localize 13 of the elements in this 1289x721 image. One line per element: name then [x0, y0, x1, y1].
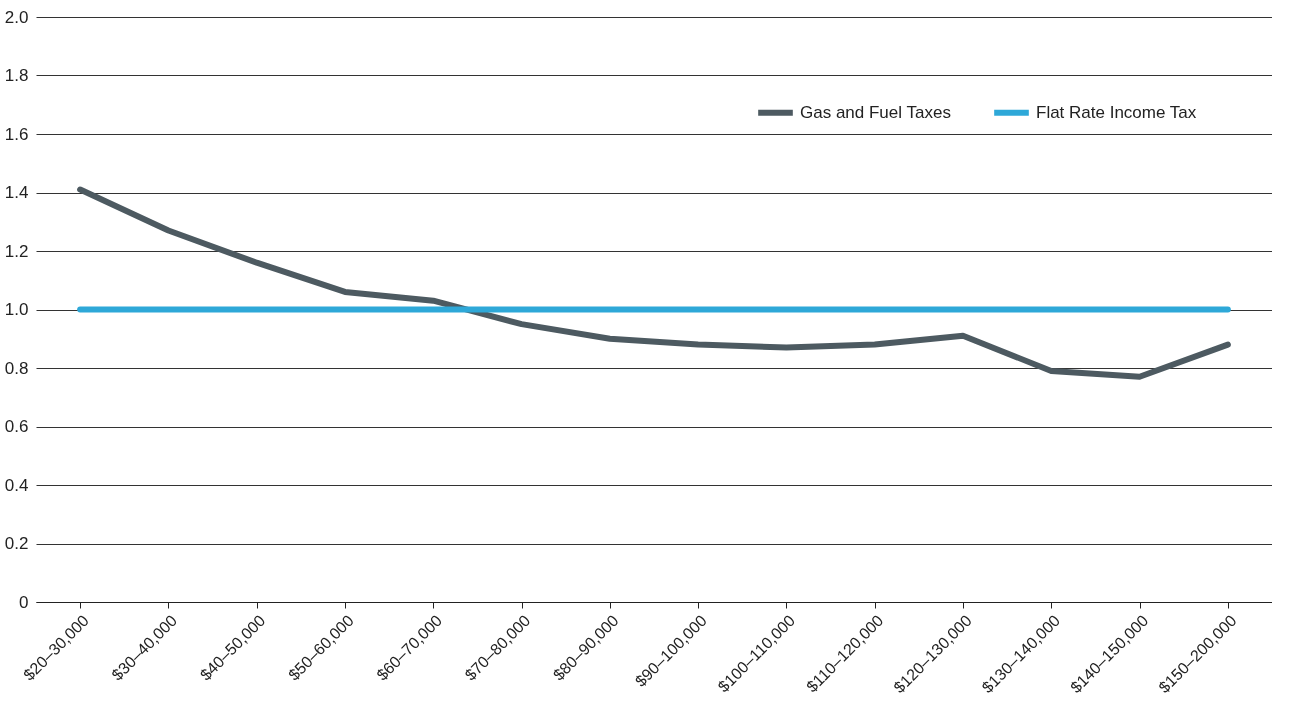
y-tick-label: 0.6 [4, 417, 29, 436]
y-tick-label: 0 [19, 592, 29, 612]
y-tick-label: 2.0 [4, 7, 29, 27]
y-tick-label: 1.4 [4, 183, 29, 202]
y-tick-label: 1.2 [4, 241, 29, 261]
y-tick-label: 0.8 [4, 358, 29, 378]
y-tick-label: 1.6 [4, 124, 29, 144]
legend-label: Gas and Fuel Taxes [800, 102, 951, 122]
y-tick-label: 1.0 [4, 300, 29, 319]
y-tick-label: 0.4 [4, 475, 29, 495]
legend-label: Flat Rate Income Tax [1036, 102, 1197, 122]
y-tick-label: 1.8 [4, 66, 29, 85]
y-tick-label: 0.2 [4, 534, 29, 553]
